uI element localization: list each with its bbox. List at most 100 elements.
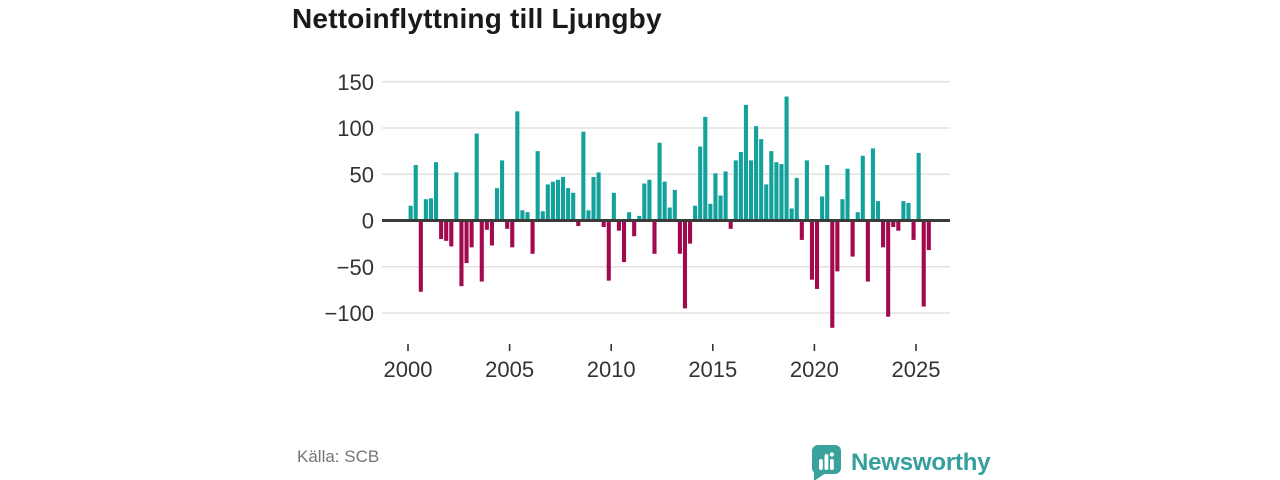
bar-quarter [494,188,500,221]
bar-quarter [459,220,464,287]
bar-quarter [926,220,931,251]
bar-quarter [713,173,718,221]
bar-quarter [647,179,652,221]
bar-quarter [510,220,515,248]
bar-quarter [489,220,494,246]
bar-quarter [667,207,672,221]
bar-quarter [566,188,571,221]
x-axis-ticks [407,344,917,351]
bar-quarter [703,116,708,221]
newsworthy-logo[interactable]: Newsworthy [810,443,991,480]
chart-title: Nettoinflyttning till Ljungby [292,3,662,34]
bar-quarter [672,189,677,221]
bar-quarter [464,220,469,264]
y-tick-label: 50 [350,162,374,187]
bar-quarter [815,220,820,289]
bar-quarter [550,181,555,221]
bar-quarter [743,104,748,221]
bar-quarter [474,133,479,221]
bar-quarter [616,220,621,231]
bar-quarter [835,220,840,272]
bar-quarter [439,220,444,239]
bar-quarter [865,220,870,282]
bar-quarter [555,179,561,221]
bar-quarter [540,211,545,221]
bar-quarter [896,220,901,231]
bar-quarter [515,111,520,221]
bar-quarter [454,172,459,221]
bar-quarter [596,172,601,221]
bar-quarter [754,126,759,221]
bar-quarter [500,160,505,221]
bar-quarter [718,195,723,221]
bar-quarter [479,220,484,282]
bar-quarter [830,220,835,328]
bar-quarter [484,220,489,230]
bar-quarter [764,184,769,221]
bar-quarter [561,177,566,221]
bar-quarter [520,210,525,221]
y-tick-label: 100 [337,116,374,141]
bar-quarter [855,212,860,221]
bar-quarter [840,199,845,221]
bar-quarter [601,220,606,227]
x-tick-label: 2020 [790,357,839,382]
x-tick-label: 2005 [485,357,534,382]
bar-quarter [708,203,713,221]
x-tick-label: 2015 [688,357,737,382]
bar-series [408,96,931,328]
bar-quarter [825,165,830,221]
bar-quarter [591,177,596,221]
bar-quarter [571,192,576,221]
bar-quarter [870,148,875,221]
bar-quarter [413,165,418,221]
bar-quarter [418,220,423,292]
y-axis-labels: 150 100 50 0 −50 −100 [324,70,374,326]
bar-quarter [677,220,682,254]
bar-quarter [738,152,743,221]
bar-quarter [693,205,698,221]
bar-quarter [576,220,581,227]
bar-quarter [423,199,428,221]
bar-quarter [428,198,434,221]
bar-quarter [642,183,647,221]
bar-quarter [444,220,449,241]
bar-quarter [535,151,540,221]
bar-quarter [728,220,733,229]
bar-quarter [916,152,921,221]
bar-quarter [759,139,764,221]
bar-quarter [611,192,616,221]
source-label: Källa: SCB [297,447,380,466]
y-tick-label: 150 [337,70,374,95]
bar-quarter [545,184,550,221]
x-tick-label: 2000 [384,357,433,382]
bar-quarter [769,151,774,221]
bar-quarter [789,208,794,221]
bar-quarter [525,212,530,221]
newsworthy-wordmark: Newsworthy [851,448,991,476]
newsworthy-badge-icon [812,445,841,480]
x-axis-labels: 2000 2005 2010 2015 2020 2025 [384,357,941,382]
bar-quarter [845,168,850,221]
bar-quarter [901,201,906,221]
bar-quarter [621,220,627,263]
bar-quarter [682,220,688,309]
y-tick-label: 0 [362,209,374,234]
bar-quarter [748,160,754,221]
bar-quarter [632,220,637,237]
bar-quarter [606,220,611,281]
bar-quarter [530,220,535,254]
bar-quarter [469,220,474,248]
bar-quarter [723,171,728,221]
bar-quarter [505,220,510,229]
bar-quarter [784,96,789,221]
bar-quarter [662,181,667,221]
bar-quarter [911,220,916,240]
bar-quarter [449,220,454,247]
bar-quarter [906,202,911,221]
bar-quarter [408,205,413,221]
bar-quarter [627,212,632,221]
bar-quarter [652,220,657,254]
bar-quarter [799,220,804,240]
